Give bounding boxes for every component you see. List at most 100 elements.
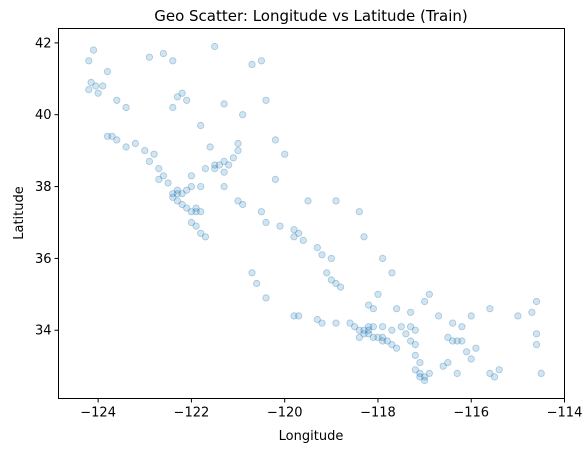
data-point [123,144,129,150]
data-point [165,180,171,186]
data-point [314,244,320,250]
data-point [202,165,208,171]
plot-frame [59,29,565,399]
data-point [142,147,148,153]
y-tick-label: 38 [35,180,52,195]
data-point [379,255,385,261]
data-point [421,298,427,304]
data-point [174,94,180,100]
data-point [319,320,325,326]
data-point [529,309,535,315]
data-point [202,234,208,240]
data-point [473,345,479,351]
y-axis-label: Latitude [12,186,27,240]
data-point [412,327,418,333]
data-point [412,352,418,358]
data-point [174,187,180,193]
data-point [86,58,92,64]
data-point [459,324,465,330]
y-tick-label: 34 [35,324,52,339]
data-point [533,298,539,304]
data-point [184,97,190,103]
data-point [146,158,152,164]
data-point [356,334,362,340]
data-point [240,112,246,118]
data-point [235,147,241,153]
x-tick-label: −124 [80,406,116,421]
x-tick-label: −120 [267,406,303,421]
data-point [421,377,427,383]
data-point [398,324,404,330]
data-point [282,151,288,157]
data-point [319,252,325,258]
data-point [258,209,264,215]
data-point [463,349,469,355]
data-point [114,97,120,103]
data-point [487,306,493,312]
data-point [435,313,441,319]
data-point [230,155,236,161]
data-point [198,183,204,189]
data-point [277,223,283,229]
data-point [365,302,371,308]
data-point [86,86,92,92]
data-point [337,284,343,290]
data-point [328,255,334,261]
data-point [393,306,399,312]
x-tick-label: −114 [547,406,582,421]
data-point [361,234,367,240]
data-point [90,47,96,53]
data-point [272,176,278,182]
data-point [300,237,306,243]
data-point [263,295,269,301]
data-point [221,183,227,189]
data-point [188,173,194,179]
data-point [151,151,157,157]
data-point [254,280,260,286]
data-point [104,68,110,74]
data-point [240,201,246,207]
data-point [440,363,446,369]
data-point [146,54,152,60]
data-point [160,50,166,56]
data-point [333,320,339,326]
data-point [198,209,204,215]
data-point [156,176,162,182]
data-point [370,324,376,330]
data-point [104,133,110,139]
data-point [170,58,176,64]
data-point [221,169,227,175]
data-point [449,320,455,326]
data-point [389,270,395,276]
data-point [291,234,297,240]
data-point [538,370,544,376]
data-point [407,309,413,315]
data-point [132,140,138,146]
chart-title: Geo Scatter: Longitude vs Latitude (Trai… [154,7,468,25]
data-point [188,183,194,189]
data-point [324,270,330,276]
data-point [515,313,521,319]
data-point [496,367,502,373]
data-point [468,313,474,319]
x-tick-label: −116 [453,406,489,421]
data-point [375,291,381,297]
x-axis-label: Longitude [279,429,344,444]
data-point [426,370,432,376]
data-point [263,97,269,103]
x-axis-ticks: −124 −122 −120 −118 −116 −114 [80,399,582,421]
data-point [249,270,255,276]
data-point [417,359,423,365]
data-point [426,291,432,297]
data-point [393,345,399,351]
data-point [533,331,539,337]
data-point [156,165,162,171]
data-point [333,198,339,204]
data-point [291,313,297,319]
y-tick-label: 42 [35,36,52,51]
data-point [235,140,241,146]
data-point [403,331,409,337]
y-tick-label: 40 [35,108,52,123]
